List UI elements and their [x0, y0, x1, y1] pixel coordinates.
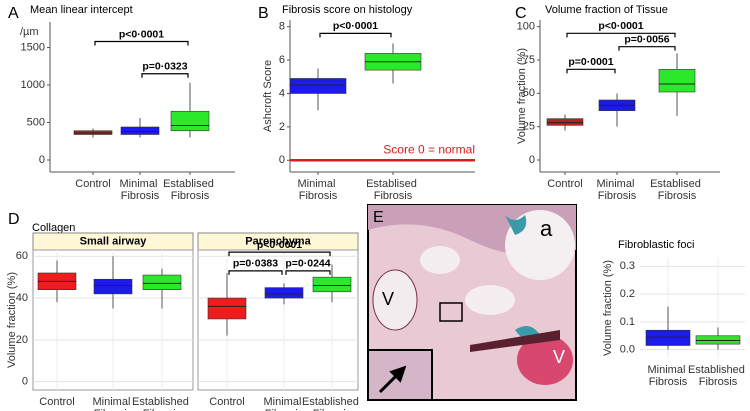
y-tick-label: 50	[523, 87, 535, 99]
significance-label: p=0·0383	[233, 258, 278, 270]
significance-label: p=0·0001	[568, 56, 613, 68]
box	[142, 274, 182, 291]
y-axis-label: Volume fraction (%)	[602, 260, 614, 356]
y-tick-label: 0.2	[620, 288, 635, 300]
facet-title: Small airway	[80, 235, 148, 247]
significance-label: p<0·0001	[333, 20, 378, 32]
box	[645, 329, 691, 346]
y-tick-label: 0.0	[620, 344, 635, 356]
significance-label: p<0·0001	[119, 28, 164, 40]
box	[658, 69, 696, 93]
chart-title: Volume fraction of Tissue	[545, 4, 668, 16]
x-tick-label: Established Fibrosis	[302, 396, 362, 411]
y-tick-label: 500	[27, 116, 45, 128]
reference-label: Score 0 = normal	[383, 142, 475, 156]
box	[120, 126, 160, 135]
y-tick-label: 1500	[21, 41, 45, 53]
y-axis-label: Volume fraction (%)	[516, 48, 528, 144]
y-tick-label: 0.3	[620, 260, 635, 272]
box	[695, 335, 741, 345]
y-tick-label: 25	[523, 121, 535, 133]
box	[207, 297, 247, 320]
x-tick-label: Establised Fibrosis	[650, 178, 704, 202]
y-tick-label: 8	[279, 21, 285, 33]
y-tick-label: 0	[22, 376, 28, 388]
y-axis-label: Ashcroft Score	[262, 60, 274, 132]
significance-bracket	[566, 32, 676, 38]
y-tick-label: 40	[16, 292, 28, 304]
x-tick-label: Established Fibrosis	[688, 364, 748, 388]
y-tick-label: 75	[523, 54, 535, 66]
y-tick-label: 0.1	[620, 316, 635, 328]
alveolus	[465, 285, 515, 315]
inset-marker	[439, 302, 463, 322]
panel-letter: E	[373, 209, 384, 226]
x-tick-label: Minimal Fibrosis	[597, 178, 638, 202]
significance-bracket	[618, 46, 676, 51]
panel-letter: B	[258, 5, 269, 22]
x-tick-label: Control	[75, 178, 110, 190]
y-tick-label: 0	[279, 154, 285, 166]
y-axis-label: Volume fraction (%)	[6, 272, 18, 368]
plot-frame	[197, 249, 359, 391]
y-tick-label: 100	[517, 21, 535, 33]
x-tick-label: Minimal Fibrosis	[298, 178, 339, 202]
box	[93, 278, 133, 295]
y-unit: /µm	[20, 26, 39, 38]
x-tick-label: Control	[547, 178, 582, 190]
y-tick-label: 2	[279, 121, 285, 133]
x-tick-label: Minimal Fibrosis	[93, 396, 134, 411]
x-tick-label: Control	[39, 396, 74, 408]
histology-image: E a V V	[367, 204, 577, 401]
significance-bracket	[228, 251, 331, 257]
y-tick-label: 6	[279, 54, 285, 66]
x-tick-label: Establised Fibrosis	[163, 178, 217, 202]
panel-letter: D	[8, 211, 20, 228]
image-label: V	[382, 289, 394, 309]
tissue	[470, 330, 560, 352]
y-tick-label: 4	[279, 87, 285, 99]
panel-letter: C	[515, 5, 527, 22]
x-tick-label: Established Fibrosis	[132, 396, 192, 411]
chart-title: Fibroblastic foci	[618, 239, 694, 251]
chart-title: Collagen	[32, 222, 75, 234]
box	[546, 118, 584, 126]
y-tick-label: 0	[39, 154, 45, 166]
significance-label: p=0·0056	[624, 33, 669, 45]
significance-label: p<0·0001	[257, 239, 302, 251]
chart-title: Mean linear intercept	[30, 4, 133, 16]
y-tick-label: 0	[529, 154, 535, 166]
image-label: V	[553, 347, 565, 367]
y-tick-label: 60	[16, 250, 28, 262]
significance-bracket	[141, 73, 189, 78]
x-tick-label: Control	[209, 396, 244, 408]
x-tick-label: Minimal Fibrosis	[264, 396, 305, 411]
facet-title: Parenchyma	[245, 235, 311, 247]
significance-label: p=0·0323	[142, 61, 187, 73]
box	[264, 287, 304, 299]
image-label: a	[540, 216, 553, 241]
y-tick-label: 20	[16, 334, 28, 346]
alveolus	[420, 246, 460, 274]
vessel	[372, 269, 418, 331]
box	[289, 78, 347, 94]
significance-bracket	[94, 40, 189, 46]
vessel	[517, 335, 573, 385]
significance-bracket	[285, 270, 331, 275]
significance-bracket	[228, 270, 283, 275]
arrow	[378, 365, 407, 394]
box	[312, 276, 352, 293]
significance-bracket	[566, 68, 616, 74]
panel-letter: A	[8, 5, 19, 22]
chart-title: Fibrosis score on histology	[282, 4, 413, 16]
y-tick-label: 1000	[21, 79, 45, 91]
box	[170, 110, 210, 132]
significance-bracket	[319, 32, 392, 38]
x-tick-label: Minimal Fibrosis	[648, 364, 689, 388]
significance-label: p=0·0244	[285, 258, 330, 270]
significance-label: p<0·0001	[598, 20, 643, 32]
x-tick-label: Establised Fibrosis	[366, 178, 420, 202]
x-tick-label: Minimal Fibrosis	[120, 178, 161, 202]
